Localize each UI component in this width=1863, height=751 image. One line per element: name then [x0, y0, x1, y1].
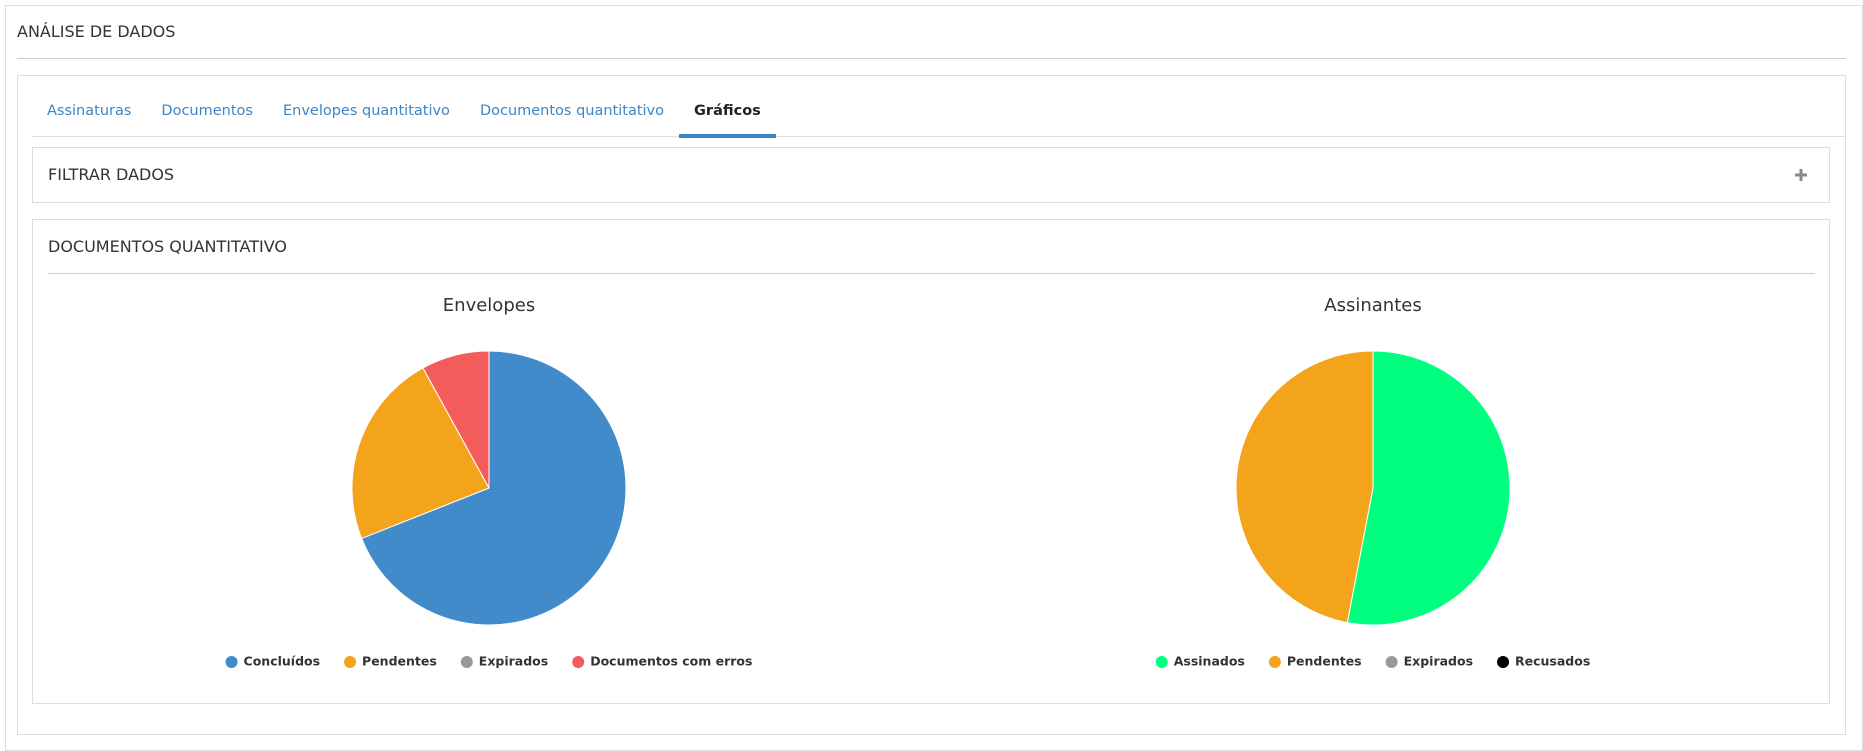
- tab[interactable]: Documentos quantitativo: [479, 103, 665, 119]
- legend-marker: [460, 656, 473, 668]
- legend-label: Expirados: [1404, 654, 1473, 669]
- chart-box: [32, 219, 1830, 704]
- legend-label: Expirados: [479, 654, 548, 669]
- pie-slice: [422, 350, 490, 489]
- legend-marker: [1155, 656, 1168, 668]
- expand-icon[interactable]: [1794, 168, 1808, 182]
- legend-marker: [1497, 656, 1510, 668]
- legend-marker: [225, 656, 238, 668]
- legend-marker: [572, 656, 585, 668]
- divider: [17, 58, 1846, 59]
- filter-title: FILTRAR DADOS: [48, 165, 175, 184]
- tab-bar: Assinaturas Documentos Envelopes quantit…: [32, 96, 1846, 138]
- pie-slice: [1346, 350, 1511, 626]
- legend-label: Pendentes: [362, 654, 437, 669]
- tab-active[interactable]: Gráficos: [679, 96, 776, 138]
- filter-box[interactable]: [32, 147, 1830, 203]
- pie-slice: [360, 350, 627, 626]
- tab[interactable]: Envelopes quantitativo: [282, 103, 450, 119]
- legend-label: Pendentes: [1287, 654, 1362, 669]
- legend-label: Recusados: [1515, 654, 1590, 669]
- section-title: DOCUMENTOS QUANTITATIVO: [48, 237, 287, 256]
- legend-label: Concluídos: [244, 654, 321, 669]
- legend-marker: [1385, 656, 1398, 668]
- panel: [17, 75, 1846, 735]
- pie-slice: [1235, 350, 1374, 624]
- legend-label: Assinados: [1174, 654, 1245, 669]
- tab[interactable]: Assinaturas: [47, 103, 132, 119]
- chart-title: Envelopes: [443, 295, 535, 316]
- tab[interactable]: Documentos: [161, 103, 253, 119]
- legend-marker: [1268, 656, 1281, 668]
- chart-title: Assinantes: [1324, 295, 1421, 316]
- page-title: ANÁLISE DE DADOS: [17, 22, 176, 41]
- legend-label: Documentos com erros: [590, 654, 752, 669]
- pie-slice: [351, 367, 490, 540]
- legend-marker: [344, 656, 357, 668]
- divider: [48, 273, 1815, 274]
